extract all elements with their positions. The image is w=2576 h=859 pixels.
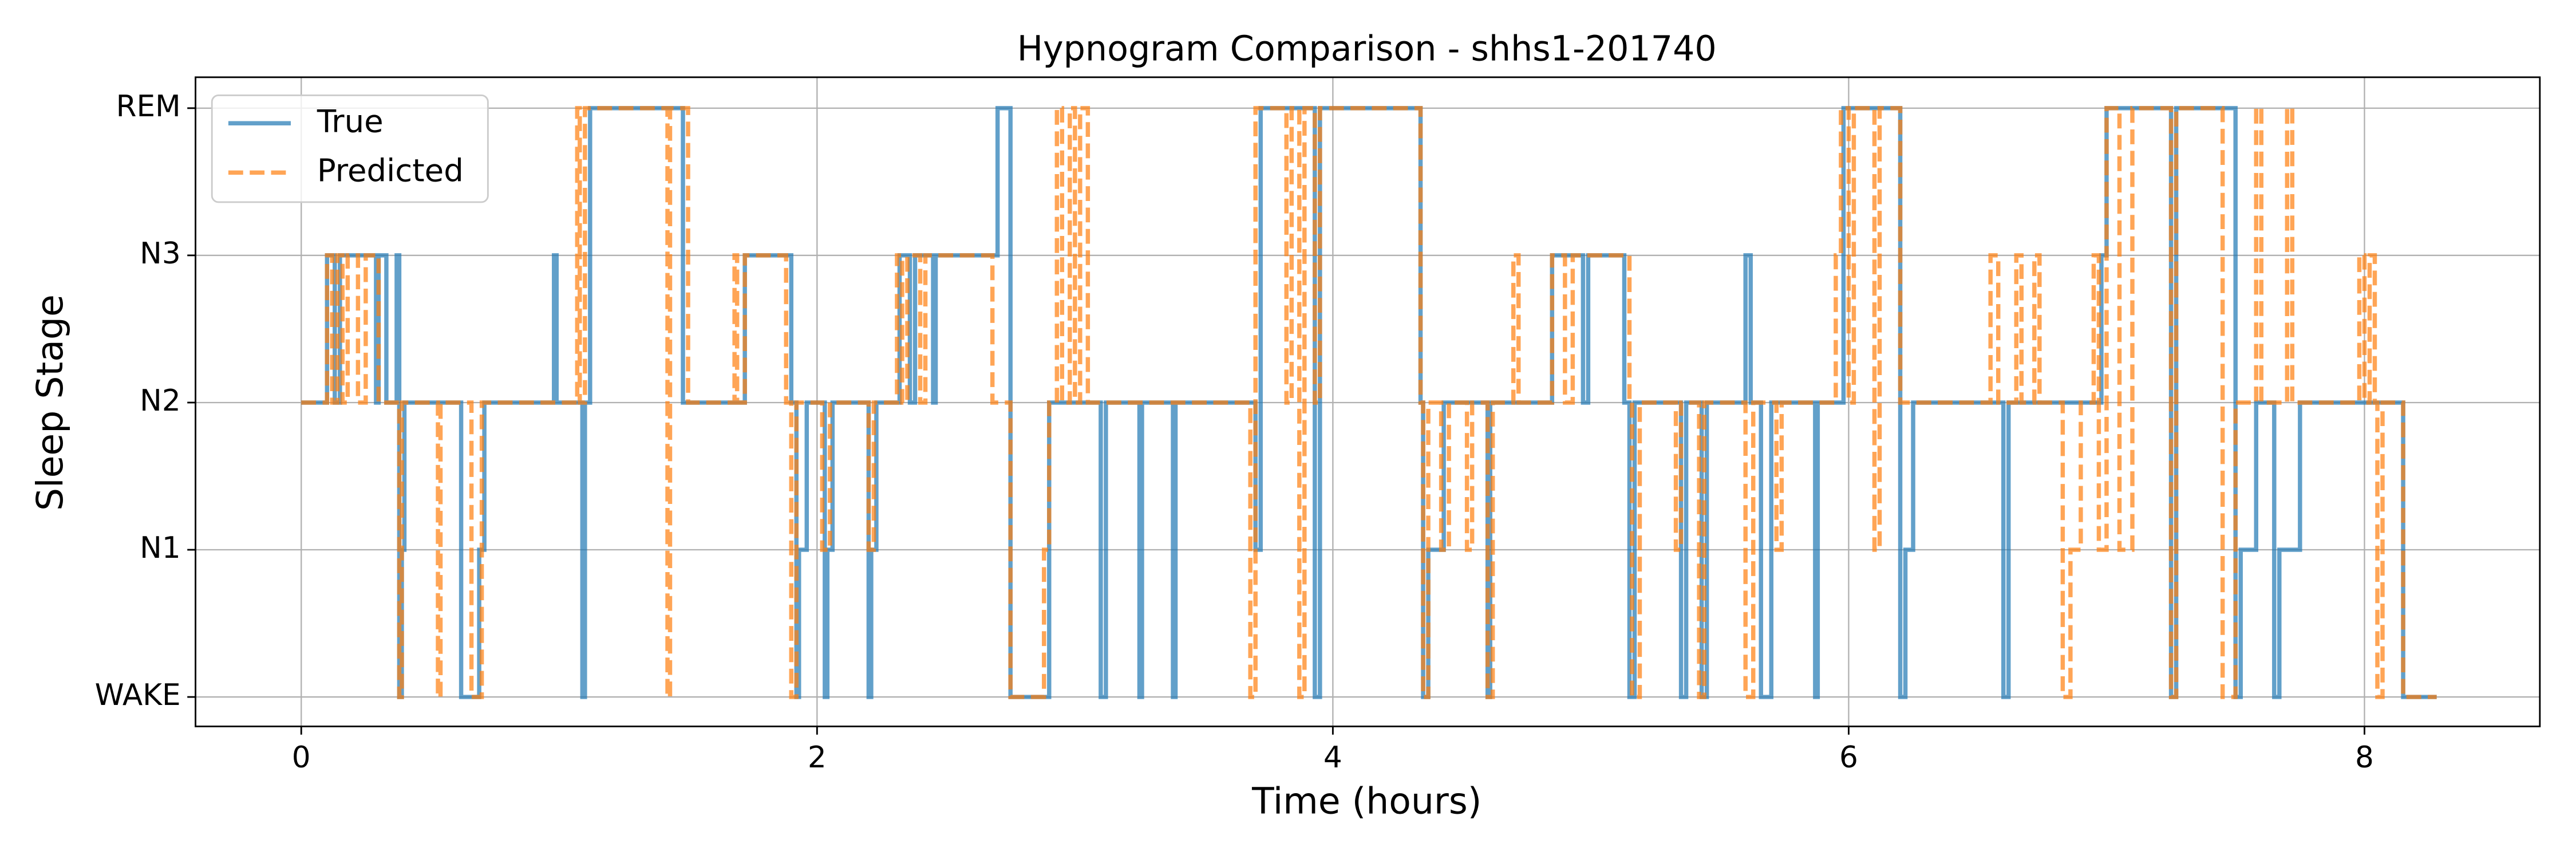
x-tick-label: 2 [808,740,827,775]
legend-label: True [317,103,384,139]
y-tick-label: N3 [140,237,181,271]
x-tick-label: 0 [292,740,311,775]
y-tick-label: N2 [140,384,181,418]
series-line [301,106,2437,699]
legend: True Predicted [211,94,489,203]
plot-lines [301,106,2437,699]
legend-label: Predicted [317,152,464,188]
chart-title: Hypnogram Comparison - shhs1-201740 [1017,29,1717,69]
y-axis-label: Sleep Stage [29,294,71,511]
x-tick-label: 6 [1839,740,1858,775]
x-tick-label: 8 [2355,740,2374,775]
y-tick-label: REM [116,89,181,124]
series-line [301,106,2437,699]
y-tick-label: WAKE [95,678,181,712]
x-tick-label: 4 [1323,740,1342,775]
y-tick-label: N1 [140,531,181,565]
x-axis-label: Time (hours) [1251,779,1481,822]
